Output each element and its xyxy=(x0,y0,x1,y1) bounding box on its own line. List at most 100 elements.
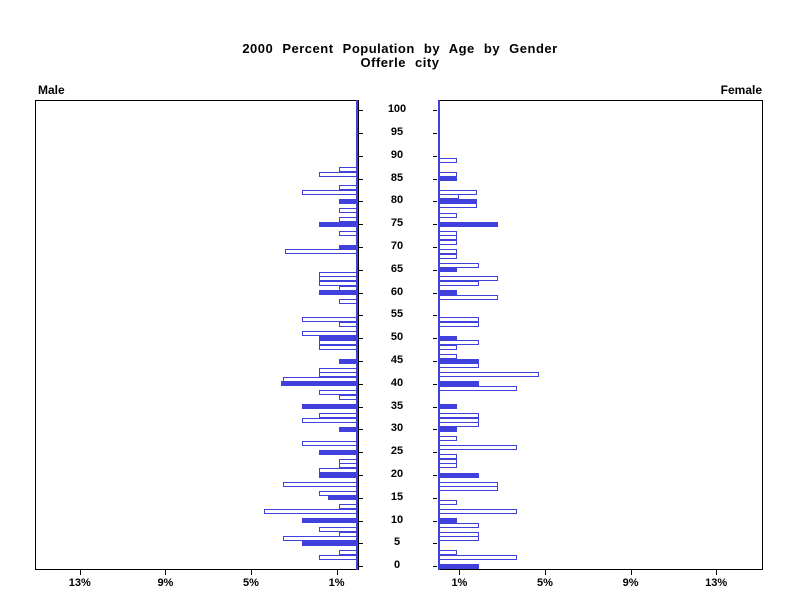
male-age-tick-65 xyxy=(359,269,363,271)
male-age-tick-25 xyxy=(359,452,363,454)
age-axis-label-15: 15 xyxy=(390,490,404,503)
male-age-tick-95 xyxy=(359,133,363,134)
male-bar-age-20 xyxy=(319,472,358,478)
female-age-tick-5 xyxy=(433,543,437,545)
male-pct-tick-5 xyxy=(251,570,252,575)
age-axis-label-60: 60 xyxy=(390,285,404,298)
female-bar-age-48 xyxy=(438,344,458,350)
male-age-tick-5 xyxy=(359,543,363,545)
male-bar-age-64 xyxy=(319,271,358,277)
female-bar-age-28 xyxy=(438,436,458,442)
female-bar-age-33 xyxy=(438,413,479,419)
female-bar-age-73 xyxy=(438,230,458,236)
male-age-tick-20 xyxy=(359,475,363,476)
female-bar-age-66 xyxy=(438,262,479,268)
female-age-tick-0 xyxy=(433,566,437,568)
age-axis-label-35: 35 xyxy=(390,399,404,412)
female-bar-age-82 xyxy=(438,189,477,195)
female-bar-age-30 xyxy=(438,426,458,432)
female-bar-age-17 xyxy=(438,486,498,492)
female-age-tick-100 xyxy=(433,110,437,112)
female-bar-age-3 xyxy=(438,550,458,556)
female-bar-age-35 xyxy=(438,404,458,410)
male-bar-age-69 xyxy=(285,249,358,255)
male-bar-age-27 xyxy=(302,440,358,446)
male-bar-age-63 xyxy=(319,276,358,282)
female-bar-age-26 xyxy=(438,445,518,451)
female-age-tick-95 xyxy=(433,133,437,134)
female-bar-age-53 xyxy=(438,322,479,328)
male-age-tick-90 xyxy=(359,155,363,157)
male-bar-age-15 xyxy=(328,495,358,501)
female-age-tick-15 xyxy=(433,497,437,499)
female-pct-label-9: 9% xyxy=(622,577,639,589)
male-bar-age-43 xyxy=(319,367,358,373)
male-bar-age-75 xyxy=(319,221,358,227)
male-bar-age-50 xyxy=(319,335,358,341)
female-bar-age-22 xyxy=(438,463,458,469)
age-axis-label-30: 30 xyxy=(390,422,404,435)
female-age-tick-10 xyxy=(433,520,437,522)
male-bar-age-12 xyxy=(263,508,358,514)
male-age-tick-100 xyxy=(359,110,363,112)
male-age-tick-45 xyxy=(359,361,363,362)
female-bar-age-10 xyxy=(438,518,458,524)
female-bar-age-46 xyxy=(438,353,458,359)
female-bar-age-31 xyxy=(438,422,479,428)
female-bar-age-59 xyxy=(438,294,498,300)
female-bar-age-40 xyxy=(438,381,479,387)
age-axis-label-100: 100 xyxy=(387,103,407,116)
male-pct-tick-1 xyxy=(336,570,338,575)
male-bar-age-51 xyxy=(302,331,358,337)
male-age-tick-85 xyxy=(359,178,363,180)
female-bar-age-42 xyxy=(438,372,539,378)
male-bar-age-8 xyxy=(319,527,358,533)
male-bar-age-32 xyxy=(302,417,358,423)
male-bar-age-42 xyxy=(319,372,358,378)
male-pct-label-13: 13% xyxy=(68,577,91,589)
female-bar-age-0 xyxy=(438,563,479,569)
age-axis-label-10: 10 xyxy=(390,513,404,526)
chart-subtitle: Offerle city xyxy=(360,55,440,70)
female-pct-tick-13 xyxy=(716,570,718,575)
male-bar-age-5 xyxy=(302,540,358,546)
female-bar-age-85 xyxy=(438,176,458,182)
female-bar-age-71 xyxy=(438,239,458,245)
chart-title: 2000 Percent Population by Age by Gender xyxy=(242,41,558,56)
male-zero-axis xyxy=(356,100,358,570)
male-panel-header: Male xyxy=(38,83,65,97)
male-bar-age-54 xyxy=(302,317,358,323)
female-age-tick-85 xyxy=(433,178,437,180)
age-axis-label-85: 85 xyxy=(390,171,404,184)
age-axis-label-50: 50 xyxy=(390,331,404,344)
female-bar-age-39 xyxy=(438,385,518,391)
male-age-tick-15 xyxy=(359,497,363,499)
age-axis-label-95: 95 xyxy=(390,126,404,138)
male-bar-age-21 xyxy=(319,467,358,473)
female-pct-label-1: 1% xyxy=(451,577,468,589)
female-bar-age-50 xyxy=(438,335,458,341)
female-pct-label-13: 13% xyxy=(705,577,728,589)
female-bar-age-14 xyxy=(438,499,458,505)
female-pct-tick-9 xyxy=(630,570,632,575)
male-bar-age-62 xyxy=(319,280,358,286)
age-axis-label-45: 45 xyxy=(390,354,404,366)
age-axis-label-25: 25 xyxy=(390,445,404,458)
female-bar-age-44 xyxy=(438,363,479,369)
female-age-tick-90 xyxy=(433,155,437,157)
female-age-tick-35 xyxy=(433,406,437,408)
female-bar-age-80 xyxy=(438,198,477,204)
male-age-tick-55 xyxy=(359,315,363,317)
female-pct-tick-5 xyxy=(545,570,546,575)
female-bar-age-89 xyxy=(438,157,458,163)
age-axis-label-5: 5 xyxy=(393,536,401,549)
male-bar-age-49 xyxy=(319,340,358,346)
male-age-tick-30 xyxy=(359,429,363,431)
female-chart-panel xyxy=(438,100,763,570)
female-bar-age-12 xyxy=(438,508,518,514)
female-bar-age-2 xyxy=(438,554,518,560)
female-bar-age-68 xyxy=(438,253,458,259)
female-age-tick-25 xyxy=(433,452,437,454)
female-bar-age-69 xyxy=(438,249,458,255)
